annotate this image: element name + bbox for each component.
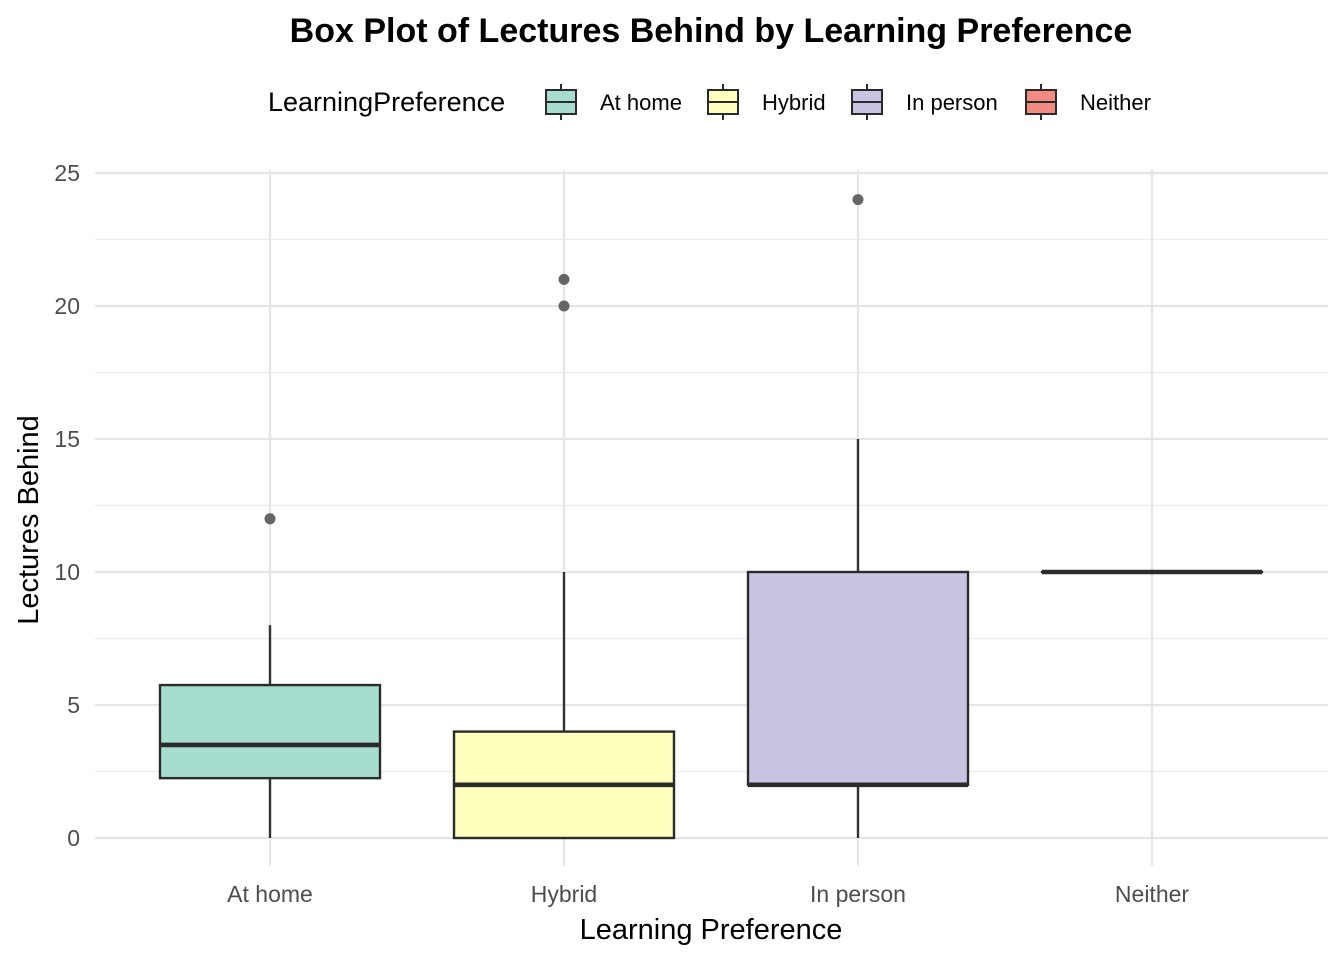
legend-title: LearningPreference [268, 87, 505, 117]
chart-title: Box Plot of Lectures Behind by Learning … [290, 12, 1133, 50]
y-tick-label: 25 [54, 160, 80, 186]
x-tick-label: Neither [1115, 881, 1189, 907]
box-body [158, 683, 382, 780]
x-tick-label: In person [810, 881, 906, 907]
y-tick-label: 20 [54, 293, 80, 319]
box-at-home [158, 513, 382, 838]
outlier-point [264, 513, 276, 525]
legend-label: Hybrid [762, 90, 826, 115]
x-axis: At home Hybrid In person Neither [227, 881, 1189, 907]
x-axis-title: Learning Preference [580, 914, 843, 946]
box-in-person [746, 194, 970, 838]
y-axis: 0 5 10 15 20 25 [54, 160, 80, 851]
y-tick-label: 0 [67, 825, 80, 851]
outlier-point [558, 273, 570, 285]
legend-label: In person [906, 90, 998, 115]
legend-label: Neither [1080, 90, 1151, 115]
box-body [746, 570, 970, 787]
outlier-point [852, 194, 864, 206]
legend-item-neither: Neither [1025, 84, 1151, 120]
legend-item-at-home: At home [545, 84, 682, 120]
plot-area [158, 194, 1264, 840]
legend: LearningPreference At home Hybrid In perso… [268, 84, 1151, 120]
legend-label: At home [600, 90, 682, 115]
outlier-point [558, 300, 570, 312]
x-tick-label: At home [227, 881, 313, 907]
x-tick-label: Hybrid [531, 881, 597, 907]
y-tick-label: 5 [67, 692, 80, 718]
y-tick-label: 15 [54, 426, 80, 452]
box-hybrid [452, 273, 676, 840]
y-tick-label: 10 [54, 559, 80, 585]
y-axis-title: Lectures Behind [13, 415, 45, 625]
legend-item-hybrid: Hybrid [707, 84, 826, 120]
legend-item-in-person: In person [851, 84, 998, 120]
